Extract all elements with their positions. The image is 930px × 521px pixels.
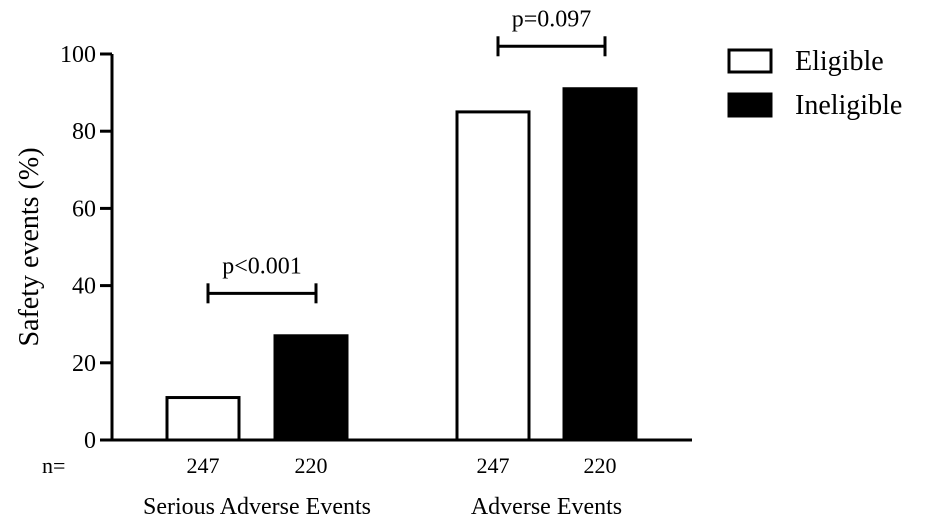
p-value-label: p=0.097 xyxy=(512,6,592,32)
group-label: Adverse Events xyxy=(471,494,622,520)
legend-label: Ineligible xyxy=(795,90,902,121)
y-tick-label: 60 xyxy=(72,196,96,222)
bar-ineligible-serious-adverse-events xyxy=(273,334,349,442)
significance-brackets: p<0.001 p=0.097 xyxy=(206,6,607,304)
group-label: Serious Adverse Events xyxy=(143,494,371,520)
category-labels: n= 247 220 Serious Adverse Events 247 220 Adve… xyxy=(42,453,622,520)
bar-eligible-serious-adverse-events xyxy=(165,396,241,442)
y-tick-label: 0 xyxy=(84,428,96,454)
bar-ineligible-adverse-events xyxy=(562,87,638,442)
y-tick-label: 40 xyxy=(72,274,96,300)
n-count-label: 220 xyxy=(295,453,328,478)
bars xyxy=(165,87,638,442)
y-tick-label: 80 xyxy=(72,119,96,145)
n-count-label: 247 xyxy=(477,453,510,478)
legend-swatch xyxy=(727,48,773,74)
bar-eligible-adverse-events xyxy=(455,110,531,442)
legend: Eligible Ineligible xyxy=(727,46,902,121)
legend-label: Eligible xyxy=(795,46,884,77)
legend-swatch xyxy=(727,92,773,118)
y-axis-label: Safety events (%) xyxy=(14,147,45,346)
y-tick-label: 20 xyxy=(72,351,96,377)
y-tick-label: 100 xyxy=(60,42,96,68)
n-count-label: 247 xyxy=(187,453,220,478)
p-value-label: p<0.001 xyxy=(222,253,302,279)
n-count-label: 220 xyxy=(584,453,617,478)
n-label: n= xyxy=(42,453,65,478)
